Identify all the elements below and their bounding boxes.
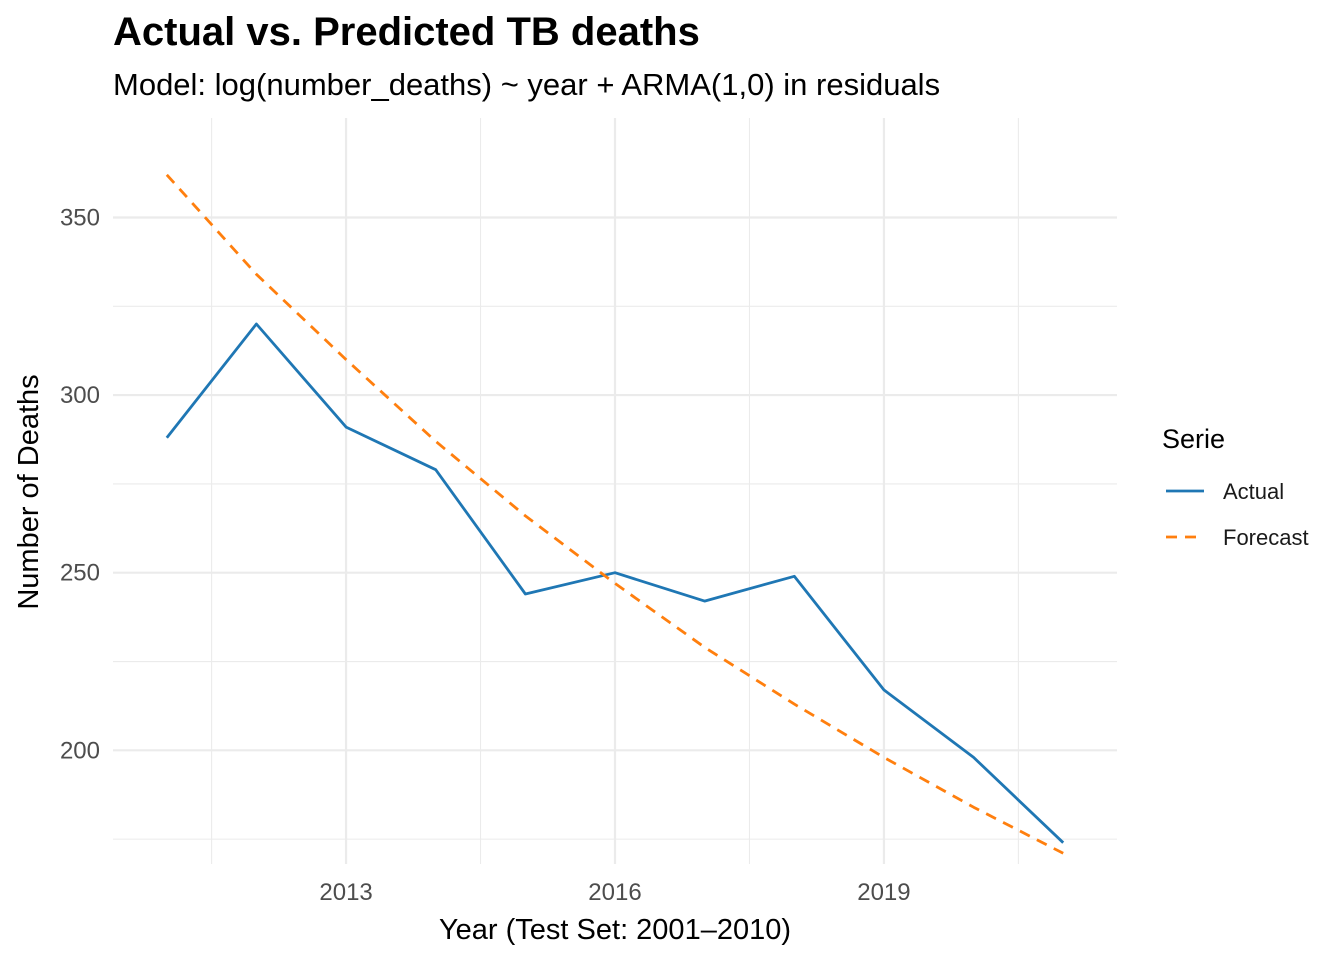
y-axis-ticks: 200 250 300 350 xyxy=(60,204,100,764)
series-line-forecast xyxy=(165,173,1064,855)
series-line-actual xyxy=(165,322,1065,844)
y-tick-label: 200 xyxy=(60,737,100,764)
x-axis-title: Year (Test Set: 2001–2010) xyxy=(439,914,791,946)
y-tick-label: 300 xyxy=(60,382,100,409)
chart-title: Actual vs. Predicted TB deaths xyxy=(113,10,700,54)
legend-label-forecast: Forecast xyxy=(1223,525,1309,550)
chart-subtitle: Model: log(number_deaths) ~ year + ARMA(… xyxy=(113,67,940,102)
series-lines xyxy=(165,173,1065,855)
legend-label-actual: Actual xyxy=(1223,479,1284,504)
x-axis-ticks: 2013 2016 2019 xyxy=(319,879,910,906)
y-tick-label: 350 xyxy=(60,204,100,231)
x-tick-label: 2016 xyxy=(588,879,641,906)
y-axis-title: Number of Deaths xyxy=(13,374,45,609)
grid xyxy=(113,118,1117,864)
legend-title: Serie xyxy=(1162,424,1225,454)
x-tick-label: 2013 xyxy=(319,879,372,906)
y-tick-label: 250 xyxy=(60,560,100,587)
legend: Serie Actual Forecast xyxy=(1162,424,1309,550)
legend-items: Actual Forecast xyxy=(1166,479,1309,550)
x-tick-label: 2019 xyxy=(857,879,910,906)
